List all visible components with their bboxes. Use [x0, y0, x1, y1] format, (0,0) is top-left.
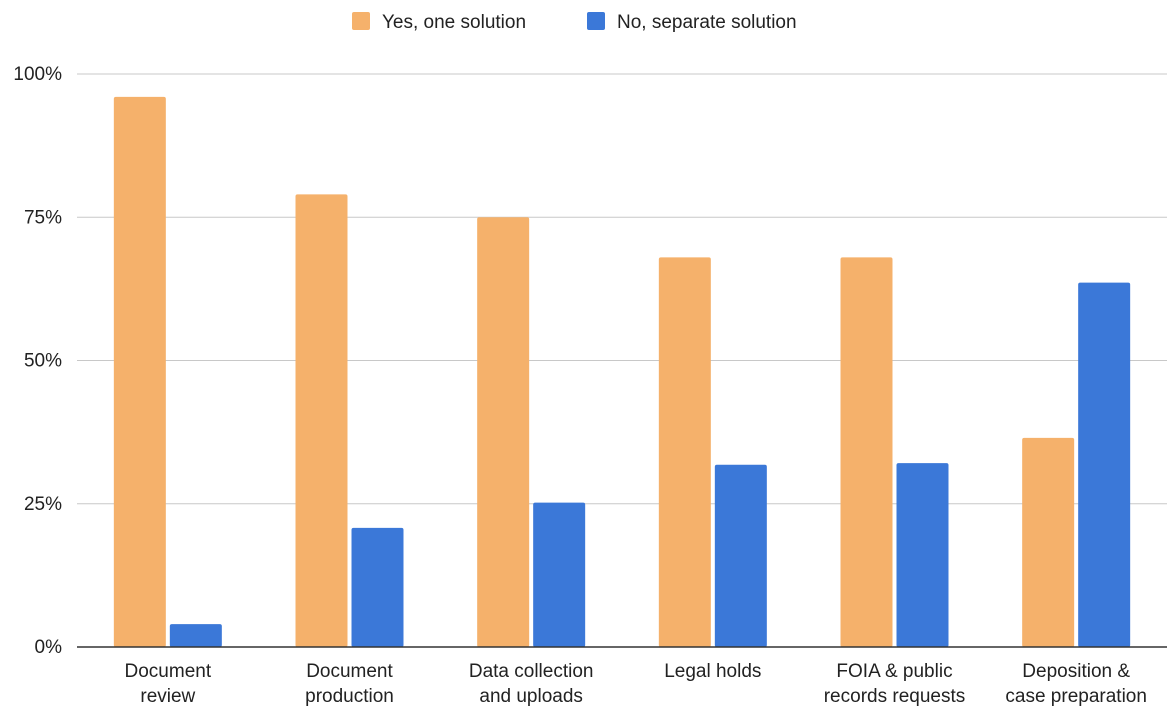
bar-no-separate-solution: [169, 624, 222, 647]
x-tick-label: FOIA & public: [836, 661, 952, 682]
y-tick-label: 75%: [24, 207, 62, 228]
x-axis-tick-labels: Document review Document production Data col…: [125, 661, 1147, 707]
x-tick-label: and uploads: [479, 686, 583, 706]
bar-yes-one-solution: [840, 257, 893, 647]
x-tick-label: Document: [306, 661, 393, 682]
legend-swatch: [352, 12, 370, 30]
y-tick-label: 100%: [13, 64, 62, 85]
bars: [113, 96, 1131, 648]
legend-swatch: [587, 12, 605, 30]
bar-no-separate-solution: [533, 502, 586, 647]
x-tick-label: records requests: [824, 686, 966, 706]
x-tick-label: Data collection: [469, 661, 594, 682]
bar-no-separate-solution: [351, 527, 404, 647]
y-axis-tick-labels: 0% 25% 50% 75% 100%: [13, 64, 62, 658]
y-tick-label: 25%: [24, 494, 62, 515]
legend: Yes, one solution No, separate solution: [352, 12, 797, 33]
bar-no-separate-solution: [714, 464, 767, 647]
x-tick-label: case preparation: [1005, 686, 1147, 706]
bar-yes-one-solution: [295, 194, 348, 647]
legend-label: No, separate solution: [617, 12, 797, 33]
bar-yes-one-solution: [658, 257, 711, 647]
y-tick-label: 50%: [24, 351, 62, 372]
bar-no-separate-solution: [1078, 282, 1131, 647]
x-tick-label: Deposition &: [1022, 661, 1130, 682]
x-tick-label: Document: [125, 661, 212, 682]
bar-yes-one-solution: [113, 96, 166, 648]
gridlines: [77, 73, 1167, 505]
legend-label: Yes, one solution: [382, 12, 526, 33]
x-tick-label: Legal holds: [664, 661, 761, 682]
x-tick-label: review: [140, 686, 195, 706]
bar-no-separate-solution: [896, 463, 949, 647]
x-tick-label: production: [305, 686, 394, 706]
y-tick-label: 0%: [35, 637, 63, 658]
bar-yes-one-solution: [477, 217, 530, 647]
bar-yes-one-solution: [1022, 437, 1075, 647]
